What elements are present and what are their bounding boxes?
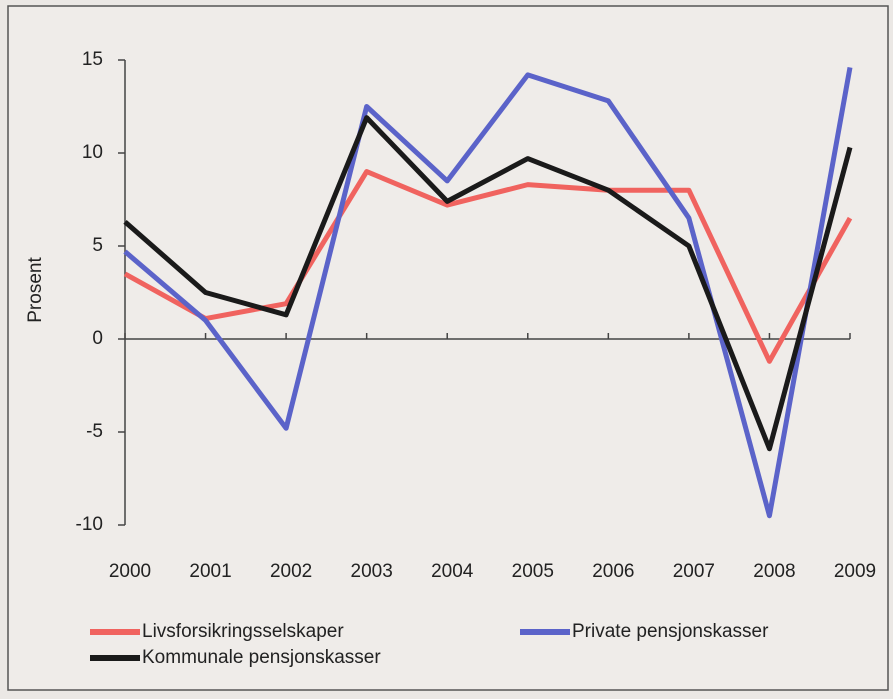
y-tick-label: 5 xyxy=(92,235,103,256)
x-tick-label: 2005 xyxy=(512,561,554,582)
y-tick-label: -10 xyxy=(76,514,103,535)
x-tick-label: 2009 xyxy=(834,561,876,582)
y-tick-label: 15 xyxy=(82,49,103,70)
data-line xyxy=(123,169,853,364)
y-tick-label: 10 xyxy=(82,142,103,163)
x-tick-label: 2000 xyxy=(109,561,151,582)
legend-label: Livsforsikringsselskaper xyxy=(142,621,344,642)
y-axis-label: Prosent xyxy=(25,257,46,323)
x-tick-label: 2001 xyxy=(189,561,231,582)
y-tick-label: 0 xyxy=(92,328,103,349)
frame xyxy=(7,5,889,691)
y-tick-label: -5 xyxy=(86,421,103,442)
data-line xyxy=(123,66,853,519)
data-line xyxy=(123,115,853,452)
x-tick-label: 2003 xyxy=(351,561,393,582)
x-tick-label: 2007 xyxy=(673,561,715,582)
x-tick-label: 2004 xyxy=(431,561,474,582)
legend-label: Private pensjonskasser xyxy=(572,621,769,642)
x-tick-label: 2006 xyxy=(592,561,634,582)
legend-label: Kommunale pensjonskasser xyxy=(142,647,381,668)
x-tick-label: 2008 xyxy=(753,561,795,582)
x-tick-label: 2002 xyxy=(270,561,312,582)
